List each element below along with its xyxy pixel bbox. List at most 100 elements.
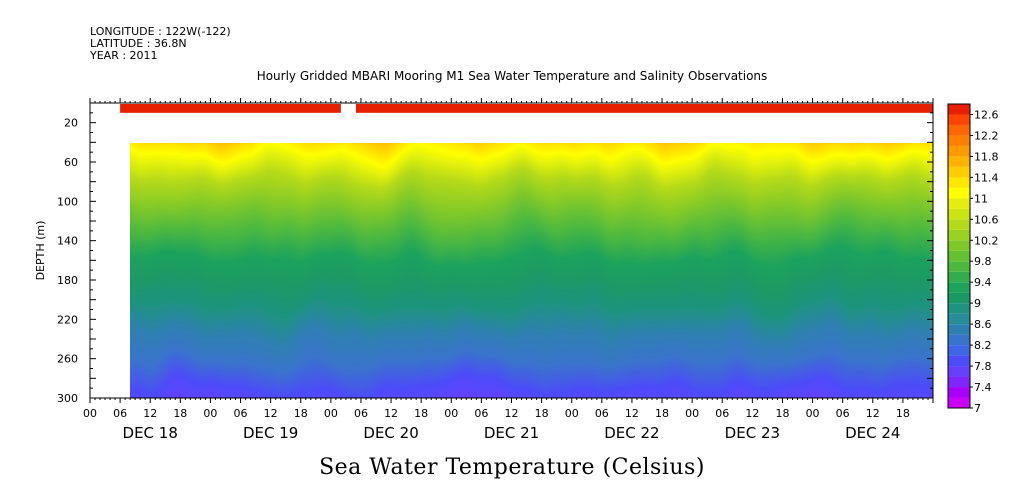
colorbar-swatch <box>948 334 970 346</box>
colorbar-tick-label: 12.2 <box>974 129 999 142</box>
colorbar-swatch <box>948 397 970 408</box>
y-tick-label: 180 <box>57 274 78 287</box>
colorbar-tick-label: 12.6 <box>974 108 999 121</box>
colorbar-tick-label: 10.2 <box>974 234 999 247</box>
plot-area <box>120 103 934 398</box>
colorbar-swatch <box>948 292 970 304</box>
x-hour-tick-label: 12 <box>625 407 639 420</box>
y-tick-label: 260 <box>57 353 78 366</box>
colorbar-tick-label: 10.6 <box>974 213 999 226</box>
x-hour-tick-label: 12 <box>505 407 519 420</box>
x-hour-tick-label: 06 <box>234 407 248 420</box>
colorbar-swatch <box>948 261 970 272</box>
colorbar-tick-label: 7.8 <box>974 360 992 373</box>
longitude-label: LONGITUDE : 122W(-122) <box>90 25 231 38</box>
colorbar-swatch <box>948 124 970 136</box>
colorbar-swatch <box>948 282 970 293</box>
colorbar-swatch <box>948 303 970 314</box>
x-date-label: DEC 22 <box>604 424 659 442</box>
y-tick-label: 100 <box>57 195 78 208</box>
x-hour-tick-label: 06 <box>836 407 850 420</box>
x-hour-tick-label: 12 <box>745 407 759 420</box>
x-hour-tick-label: 18 <box>775 407 789 420</box>
x-hour-tick-label: 06 <box>113 407 127 420</box>
colorbar-tick-label: 9 <box>974 297 981 310</box>
x-hour-tick-label: 00 <box>324 407 338 420</box>
colorbar-swatch <box>948 208 970 220</box>
x-hour-tick-label: 00 <box>685 407 699 420</box>
colorbar-swatch <box>948 156 970 167</box>
x-hour-tick-label: 00 <box>444 407 458 420</box>
x-hour-tick-label: 18 <box>655 407 669 420</box>
x-date-label: DEC 21 <box>484 424 539 442</box>
x-date-label: DEC 18 <box>123 424 178 442</box>
x-hour-tick-label: 00 <box>806 407 820 420</box>
x-hour-tick-label: 18 <box>414 407 428 420</box>
colorbar-swatch <box>948 114 970 125</box>
colorbar-swatch <box>948 250 970 262</box>
x-hour-tick-label: 18 <box>896 407 910 420</box>
x-date-label: DEC 20 <box>363 424 418 442</box>
colorbar-tick-label: 9.4 <box>974 276 992 289</box>
temperature-contours <box>130 143 933 398</box>
colorbar-swatch <box>948 324 970 335</box>
colorbar-swatch <box>948 345 970 356</box>
colorbar-tick-label: 7.4 <box>974 381 992 394</box>
x-hour-tick-label: 06 <box>354 407 368 420</box>
colorbar-swatch <box>948 177 970 188</box>
colorbar-tick-label: 8.2 <box>974 339 992 352</box>
x-hour-tick-label: 18 <box>535 407 549 420</box>
colorbar-swatch <box>948 271 970 283</box>
y-tick-label: 140 <box>57 235 78 248</box>
x-hour-tick-label: 18 <box>173 407 187 420</box>
y-tick-label: 220 <box>57 313 78 326</box>
year-label: YEAR : 2011 <box>90 49 158 62</box>
y-axis-label: DEPTH (m) <box>34 221 47 281</box>
x-hour-tick-label: 18 <box>294 407 308 420</box>
x-date-label: DEC 19 <box>243 424 298 442</box>
colorbar-swatch <box>948 166 970 178</box>
colorbar-swatch <box>948 229 970 241</box>
colorbar: 7 7.4 7.8 8.2 8.6 9 9.4 9.8 10.2 10.6 11 11.4 11.8 12… <box>947 103 999 415</box>
colorbar-tick-label: 8.6 <box>974 318 992 331</box>
latitude-label: LATITUDE : 36.8N <box>90 37 187 50</box>
x-hour-tick-label: 12 <box>264 407 278 420</box>
colorbar-swatch <box>948 387 970 398</box>
surface-band-left <box>120 103 341 113</box>
x-hour-tick-label: 06 <box>474 407 488 420</box>
colorbar-frame <box>947 103 971 409</box>
colorbar-swatch <box>948 313 970 325</box>
colorbar-swatch <box>948 135 970 146</box>
x-hour-tick-label: 00 <box>83 407 97 420</box>
chart-title: Hourly Gridded MBARI Mooring M1 Sea Wate… <box>256 69 768 83</box>
x-hour-tick-label: 12 <box>866 407 880 420</box>
x-hour-tick-label: 12 <box>384 407 398 420</box>
colorbar-title: Sea Water Temperature (Celsius) <box>319 455 705 480</box>
colorbar-tick-label: 9.8 <box>974 255 992 268</box>
x-hour-tick-label: 00 <box>565 407 579 420</box>
surface-band-right <box>355 103 934 113</box>
y-tick-label: 60 <box>64 156 78 169</box>
x-hour-tick-label: 12 <box>143 407 157 420</box>
x-hour-tick-label: 00 <box>203 407 217 420</box>
colorbar-swatch <box>948 355 970 367</box>
x-date-label: DEC 24 <box>845 424 900 442</box>
colorbar-swatch <box>948 219 970 230</box>
colorbar-swatch <box>948 366 970 377</box>
colorbar-swatch <box>948 145 970 157</box>
colorbar-swatch <box>948 104 970 115</box>
colorbar-swatch <box>948 198 970 209</box>
y-tick-label: 20 <box>64 117 78 130</box>
contour-field <box>130 143 933 398</box>
colorbar-swatch <box>948 240 970 251</box>
y-tick-label: 300 <box>57 392 78 405</box>
x-hour-tick-label: 06 <box>715 407 729 420</box>
colorbar-tick-label: 11.8 <box>974 150 999 163</box>
colorbar-swatch <box>948 187 970 199</box>
x-date-label: DEC 23 <box>725 424 780 442</box>
axes: 00 06 12 18 00 06 12 18 00 06 12 18 00 06 12 18 00 06 12 18… <box>34 98 934 442</box>
colorbar-tick-label: 7 <box>974 402 981 415</box>
colorbar-tick-label: 11.4 <box>974 171 999 184</box>
colorbar-swatch <box>948 376 970 388</box>
